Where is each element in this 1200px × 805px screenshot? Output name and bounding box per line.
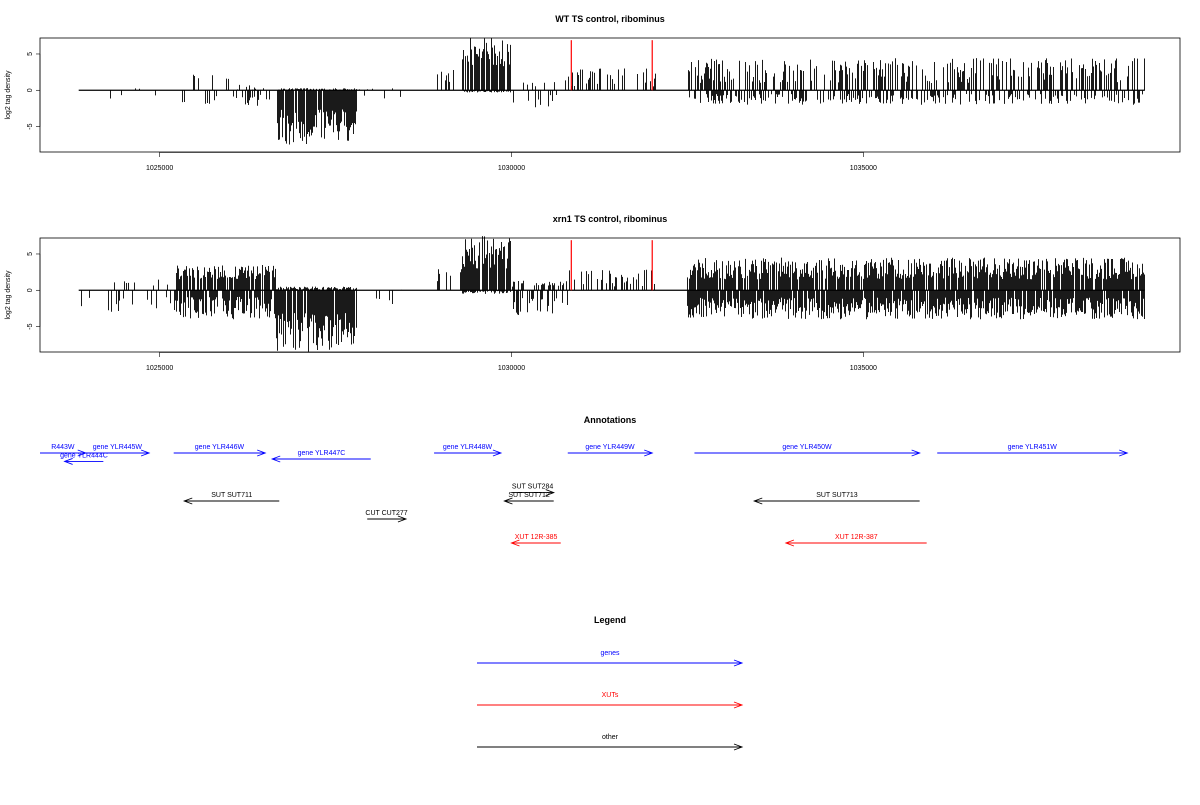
xrn1-title: xrn1 TS control, ribominus <box>553 214 668 224</box>
legend-label: XUTs <box>602 692 619 699</box>
feature-arrow-head <box>911 449 921 457</box>
feature-arrow-head <box>644 449 654 457</box>
feature-arrow-head <box>182 497 193 505</box>
wt-title: WT TS control, ribominus <box>555 14 665 24</box>
legend-arrow-head <box>733 701 744 709</box>
wt-x-tick-label: 1030000 <box>498 165 525 172</box>
feature-arrow-head <box>503 497 513 505</box>
feature-label: gene YLR444C <box>60 452 108 459</box>
wt-y-tick-label: 5 <box>27 52 34 56</box>
feature-label: gene YLR446W <box>195 444 245 451</box>
legend-arrow-head <box>733 659 744 667</box>
wt-x-tick-label: 1035000 <box>850 165 877 172</box>
feature-arrow-head <box>492 449 503 457</box>
legend-label: other <box>602 734 619 741</box>
wt-plot-frame <box>39 37 1181 153</box>
feature-arrow-head <box>257 449 267 457</box>
feature-label: XUT 12R-387 <box>835 534 878 541</box>
feature-label: CUT CUT277 <box>365 510 407 517</box>
feature-label: SUT SUT712 <box>508 492 550 499</box>
feature-arrow-head <box>63 457 73 465</box>
feature-label: gene YLR451W <box>1008 444 1058 451</box>
xrn1-panel: xrn1 TS control, ribominus -5 0 5 log2 tag d… <box>5 214 1181 372</box>
feature-arrow-head <box>545 489 555 497</box>
feature-arrow-head <box>1119 449 1129 457</box>
legend-panel: Legend genes XUTs other <box>477 615 744 751</box>
xrn1-y-axis-label: log2 tag density <box>5 270 12 320</box>
feature-label: SUT SUT711 <box>211 492 252 499</box>
feature-label: gene YLR448W <box>443 444 493 451</box>
xrn1-x-tick-label: 1035000 <box>850 365 877 372</box>
feature-label: SUT SUT713 <box>816 492 858 499</box>
xrn1-plot-frame <box>39 237 1181 353</box>
annotations-title: Annotations <box>584 415 637 425</box>
xrn1-y-tick-label: 0 <box>27 288 34 292</box>
xrn1-y-tick-label: 5 <box>27 252 34 256</box>
xrn1-x-tick-label: 1025000 <box>146 365 173 372</box>
feature-label: gene YLR447C <box>298 450 346 457</box>
wt-panel: WT TS control, ribominus -5 0 5 log2 tag den… <box>5 14 1181 172</box>
legend-label: genes <box>600 650 620 657</box>
wt-y-tick-label: 0 <box>27 88 34 92</box>
feature-label: gene YLR450W <box>782 444 832 451</box>
xrn1-x-tick-label: 1030000 <box>498 365 525 372</box>
wt-y-axis-label: log2 tag density <box>5 70 12 120</box>
legend-arrow-head <box>733 743 744 751</box>
feature-arrow-head <box>510 539 520 547</box>
wt-x-tick-label: 1025000 <box>146 165 173 172</box>
feature-arrow-head <box>397 515 408 523</box>
feature-label: XUT 12R-385 <box>515 534 558 541</box>
feature-label: gene YLR445W <box>93 444 143 451</box>
feature-label: SUT SUT284 <box>512 484 554 491</box>
feature-arrow-head <box>752 497 763 505</box>
xrn1-y-tick-label: -5 <box>27 323 34 329</box>
feature-arrow-head <box>140 449 151 457</box>
wt-y-tick-label: -5 <box>27 123 34 129</box>
legend-title: Legend <box>594 615 626 625</box>
feature-arrow-head <box>784 539 795 547</box>
feature-label: gene YLR449W <box>585 444 635 451</box>
feature-label: R443W <box>51 444 75 451</box>
feature-arrow-head <box>270 455 281 463</box>
